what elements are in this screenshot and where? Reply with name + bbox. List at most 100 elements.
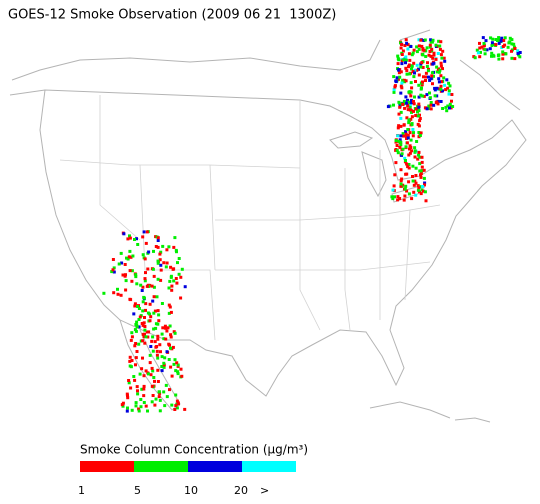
smoke-pixel xyxy=(126,257,130,261)
smoke-pixel xyxy=(439,53,443,57)
smoke-pixel xyxy=(427,53,431,57)
smoke-pixel xyxy=(446,86,450,90)
smoke-pixel xyxy=(501,50,505,54)
smoke-pixel xyxy=(497,36,501,40)
smoke-pixel xyxy=(410,110,413,114)
smoke-pixel xyxy=(417,153,420,157)
smoke-pixel xyxy=(397,71,401,75)
smoke-pixel xyxy=(167,245,171,249)
smoke-pixel xyxy=(443,83,447,87)
smoke-pixel xyxy=(144,271,147,275)
smoke-pixel xyxy=(407,192,411,196)
smoke-pixel xyxy=(400,153,403,157)
smoke-pixel xyxy=(496,39,499,42)
smoke-pixel xyxy=(156,322,160,326)
smoke-pixel xyxy=(153,403,157,407)
smoke-pixel xyxy=(133,302,137,306)
smoke-pixel xyxy=(143,279,147,283)
smoke-pixel xyxy=(409,98,413,102)
smoke-pixel xyxy=(437,77,441,81)
smoke-pixel xyxy=(510,38,514,42)
smoke-pixel xyxy=(144,335,148,339)
smoke-pixel xyxy=(394,161,398,165)
smoke-pixel xyxy=(177,272,181,276)
smoke-pixel xyxy=(160,355,164,359)
smoke-pixel xyxy=(412,183,416,187)
smoke-pixel xyxy=(134,356,138,360)
smoke-pixel xyxy=(415,45,419,49)
smoke-pixel xyxy=(142,401,146,404)
smoke-pixel xyxy=(408,108,412,112)
smoke-pixel xyxy=(167,286,171,290)
smoke-pixel xyxy=(173,331,177,335)
smoke-pixel xyxy=(396,198,400,202)
smoke-pixel xyxy=(504,52,508,56)
smoke-pixel xyxy=(152,311,156,315)
smoke-pixel xyxy=(478,46,482,50)
smoke-pixel xyxy=(151,369,155,373)
smoke-pixel xyxy=(174,277,178,280)
smoke-pixel xyxy=(143,332,146,336)
smoke-pixel xyxy=(144,369,148,373)
smoke-pixel xyxy=(508,36,512,40)
smoke-pixel xyxy=(146,267,150,271)
map-title: GOES-12 Smoke Observation (2009 06 21 13… xyxy=(8,8,336,23)
smoke-pixel xyxy=(396,195,400,199)
smoke-pixel xyxy=(408,105,412,109)
smoke-pixel xyxy=(142,230,146,234)
smoke-pixel xyxy=(407,118,411,122)
smoke-pixel xyxy=(412,48,416,52)
smoke-pixel xyxy=(397,100,401,104)
smoke-pixel xyxy=(428,78,432,82)
smoke-pixel xyxy=(440,56,444,60)
smoke-pixel xyxy=(420,155,424,159)
smoke-pixel xyxy=(399,124,403,128)
smoke-pixel xyxy=(437,39,441,43)
smoke-pixel xyxy=(412,100,415,103)
smoke-pixel xyxy=(443,59,447,63)
smoke-pixel xyxy=(430,40,434,44)
smoke-pixel xyxy=(143,341,147,345)
smoke-pixel xyxy=(489,36,493,40)
smoke-pixel xyxy=(147,372,150,376)
smoke-pixel xyxy=(488,47,492,51)
smoke-pixel xyxy=(396,126,400,130)
smoke-pixel xyxy=(141,235,145,239)
smoke-pixel xyxy=(404,132,408,136)
smoke-pixel xyxy=(176,401,180,405)
smoke-pixel xyxy=(388,104,392,108)
smoke-pixel xyxy=(143,316,146,319)
smoke-pixel xyxy=(128,236,132,240)
smoke-pixel xyxy=(418,119,422,123)
smoke-pixel xyxy=(497,57,501,61)
smoke-pixel xyxy=(442,56,446,60)
smoke-pixel xyxy=(450,99,453,103)
smoke-pixel xyxy=(413,68,417,72)
smoke-pixel xyxy=(154,326,158,330)
smoke-pixel xyxy=(397,124,401,128)
smoke-pixel xyxy=(429,77,433,81)
smoke-pixel xyxy=(406,128,410,131)
smoke-pixel xyxy=(407,52,411,56)
legend: 1 5 10 20 > xyxy=(78,461,296,497)
smoke-pixel xyxy=(398,197,402,200)
smoke-pixel xyxy=(127,255,131,259)
smoke-pixel xyxy=(399,116,403,120)
smoke-pixel xyxy=(173,236,177,240)
smoke-pixel xyxy=(494,38,498,41)
smoke-pixel xyxy=(404,38,408,42)
smoke-pixel xyxy=(168,279,172,283)
smoke-pixel xyxy=(135,385,139,389)
smoke-pixel xyxy=(435,86,439,90)
smoke-pixel xyxy=(172,279,176,283)
smoke-pixel xyxy=(422,75,425,79)
legend-swatch xyxy=(134,461,188,472)
smoke-pixel xyxy=(398,145,402,149)
smoke-pixel xyxy=(136,389,139,393)
smoke-pixel xyxy=(416,114,420,118)
smoke-pixel xyxy=(446,104,450,108)
smoke-pixel xyxy=(135,320,139,324)
smoke-pixel xyxy=(416,110,419,114)
smoke-pixel xyxy=(419,65,423,69)
smoke-pixel xyxy=(175,281,179,285)
